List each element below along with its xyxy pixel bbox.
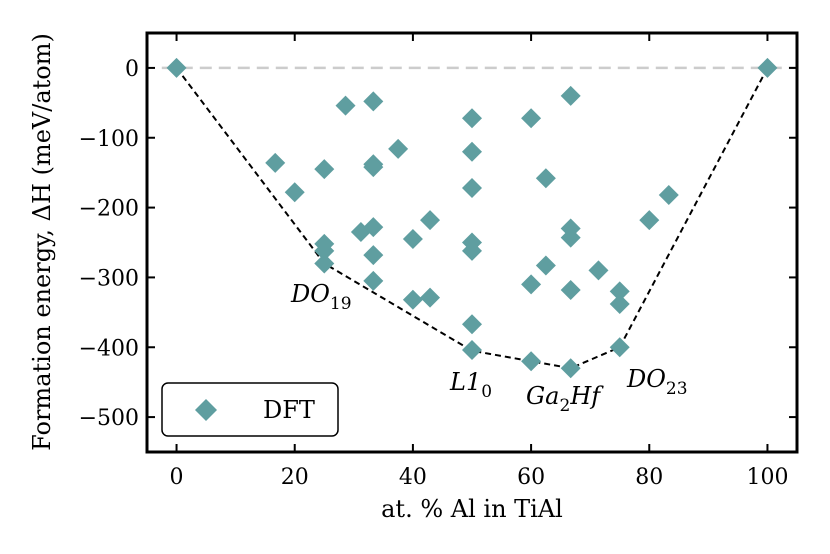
dft-point-0 <box>166 57 187 78</box>
dft-point-31 <box>535 168 556 189</box>
dft-point-23 <box>462 178 482 199</box>
dft-point-35 <box>560 227 581 248</box>
annotation-l10-base: L1 <box>449 368 481 396</box>
dft-point-12 <box>363 157 384 178</box>
y-tick-label--200: −200 <box>79 197 139 222</box>
x-tick-label-40: 40 <box>399 465 427 490</box>
legend-marker-diamond <box>195 399 217 421</box>
dft-point-8 <box>335 95 356 116</box>
dft-point-41 <box>609 337 630 358</box>
annotation-l10-sub: 0 <box>481 382 492 402</box>
dft-points <box>166 57 778 379</box>
dft-point-21 <box>462 108 482 129</box>
dft-point-32 <box>535 255 556 276</box>
dft-point-33 <box>560 85 581 106</box>
dft-point-29 <box>521 274 542 295</box>
legend: DFT <box>161 382 339 437</box>
legend-box <box>161 382 339 437</box>
dft-point-18 <box>402 289 423 310</box>
dft-point-1 <box>757 57 778 78</box>
dft-point-22 <box>462 141 482 162</box>
y-tick-label--100: −100 <box>79 127 139 152</box>
dft-point-25 <box>462 240 482 261</box>
annotation-do19-base: DO <box>290 280 330 308</box>
dft-point-26 <box>462 314 482 335</box>
dft-point-4 <box>314 159 335 180</box>
dft-point-6 <box>314 240 335 261</box>
annotation-ga2hf-base2: Hf <box>569 382 604 410</box>
x-tick-label-100: 100 <box>746 465 788 490</box>
x-tick-label-0: 0 <box>170 465 184 490</box>
dft-point-37 <box>560 358 581 379</box>
dft-point-39 <box>609 281 630 302</box>
dft-point-7 <box>314 253 335 274</box>
annotation-do19: DO19 <box>290 280 352 314</box>
y-tick-label--400: −400 <box>79 336 139 361</box>
dft-point-10 <box>363 91 384 112</box>
dft-point-17 <box>402 229 423 250</box>
dft-point-42 <box>639 210 660 231</box>
y-tick-label--300: −300 <box>79 266 139 291</box>
dft-point-28 <box>521 108 542 129</box>
dft-point-15 <box>363 270 384 291</box>
y-axis-title: Formation energy, ΔH (meV/atom) <box>28 33 56 451</box>
plot-frame <box>145 31 799 454</box>
dft-point-14 <box>363 245 384 266</box>
annotation-do23-sub: 23 <box>666 379 688 399</box>
annotation-do23: DO23 <box>626 365 688 399</box>
annotation-do23-base: DO <box>626 365 666 393</box>
dft-point-38 <box>588 260 609 281</box>
annotation-ga2hf-sub1: 2 <box>559 396 570 416</box>
x-axis-ticks: 0 20 40 60 80 100 <box>170 33 788 490</box>
x-tick-label-60: 60 <box>517 465 545 490</box>
dft-point-3 <box>284 182 305 203</box>
dft-point-27 <box>462 340 482 361</box>
x-tick-label-80: 80 <box>635 465 663 490</box>
y-axis-ticks: 0 −100 −200 −300 −400 −500 <box>79 57 797 431</box>
annotation-ga2hf: Ga2Hf <box>526 382 604 416</box>
dft-point-36 <box>560 279 581 300</box>
annotation-l10: L10 <box>449 368 492 402</box>
dft-point-16 <box>388 138 409 159</box>
dft-point-43 <box>658 185 679 206</box>
dft-point-20 <box>420 287 441 308</box>
dft-point-13 <box>363 217 384 238</box>
x-tick-label-20: 20 <box>281 465 309 490</box>
annotation-do19-sub: 19 <box>330 294 352 314</box>
y-tick-label--500: −500 <box>79 406 139 431</box>
dft-point-40 <box>609 293 630 314</box>
dft-point-30 <box>521 351 542 372</box>
legend-label-dft: DFT <box>263 396 315 424</box>
x-axis-title: at. % Al in TiAl <box>381 495 563 523</box>
dft-point-19 <box>420 210 441 231</box>
dft-point-2 <box>265 152 286 173</box>
annotation-ga2hf-base1: Ga <box>526 382 559 410</box>
y-tick-label-0: 0 <box>125 57 139 82</box>
